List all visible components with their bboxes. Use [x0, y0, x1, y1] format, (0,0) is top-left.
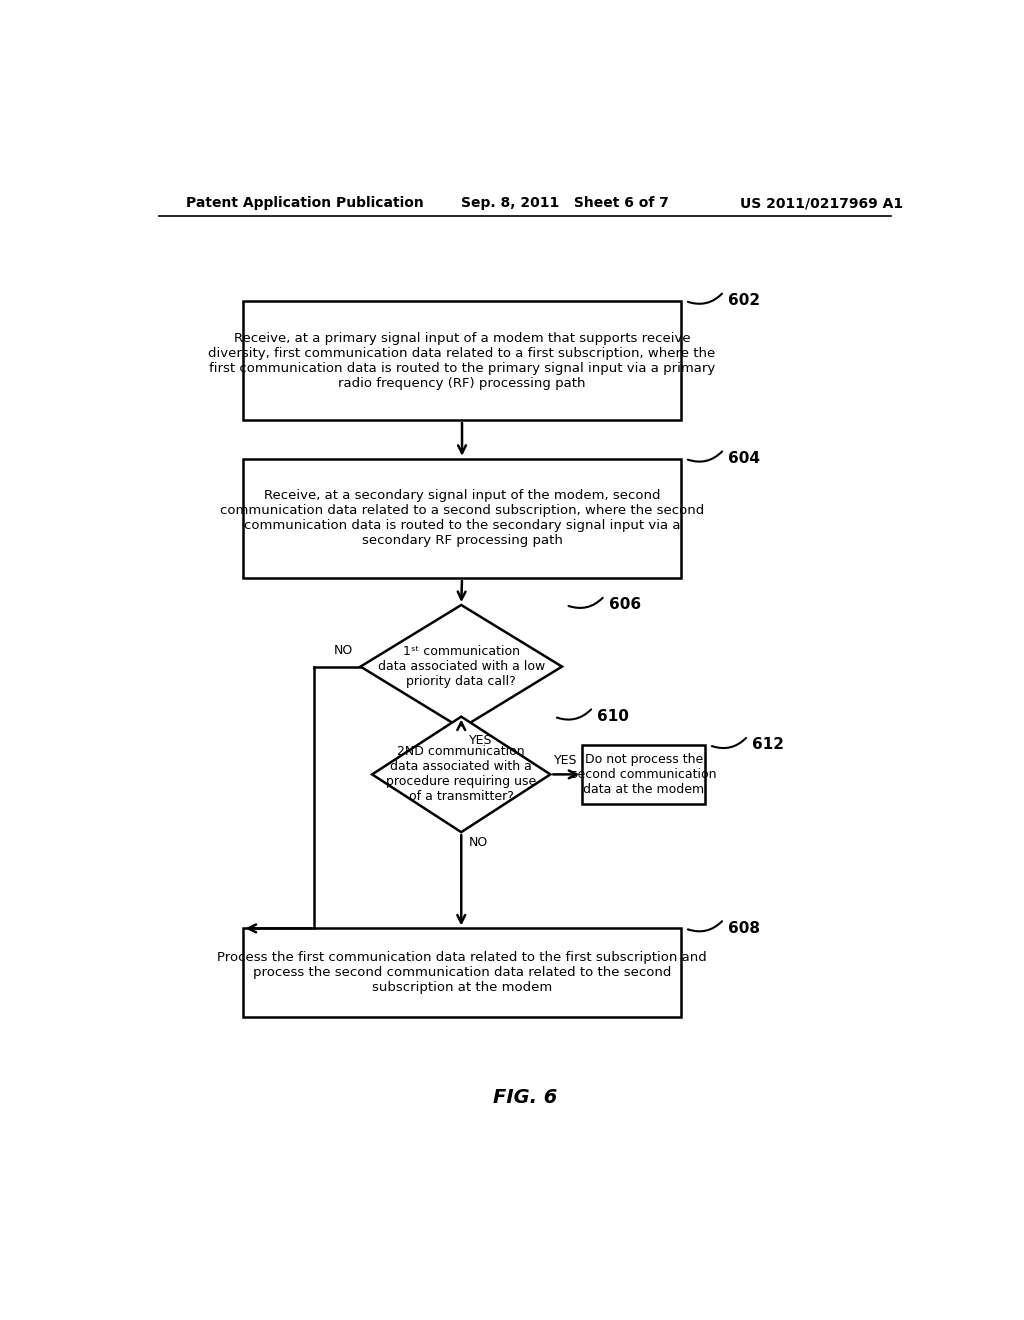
Text: NO: NO [334, 644, 352, 657]
Text: Sep. 8, 2011   Sheet 6 of 7: Sep. 8, 2011 Sheet 6 of 7 [461, 197, 669, 210]
Text: 604: 604 [728, 451, 760, 466]
Text: 1ˢᵗ communication
data associated with a low
priority data call?: 1ˢᵗ communication data associated with a… [378, 645, 545, 688]
Text: Receive, at a primary signal input of a modem that supports receive
diversity, f: Receive, at a primary signal input of a … [209, 331, 716, 389]
Text: YES: YES [469, 734, 493, 747]
Text: US 2011/0217969 A1: US 2011/0217969 A1 [740, 197, 903, 210]
Bar [583, 744, 706, 804]
Bar [243, 301, 681, 420]
Bar [243, 928, 681, 1016]
Polygon shape [360, 605, 562, 729]
Text: Receive, at a secondary signal input of the modem, second
communication data rel: Receive, at a secondary signal input of … [220, 490, 705, 548]
Text: 602: 602 [728, 293, 760, 308]
Text: 610: 610 [597, 709, 629, 723]
Text: FIG. 6: FIG. 6 [493, 1088, 557, 1107]
Text: Patent Application Publication: Patent Application Publication [186, 197, 424, 210]
Text: 612: 612 [752, 738, 784, 752]
Text: Do not process the
second communication
data at the modem: Do not process the second communication … [571, 752, 717, 796]
Text: Process the first communication data related to the first subscription and
proce: Process the first communication data rel… [217, 952, 707, 994]
Text: 2ND communication
data associated with a
procedure requiring use
of a transmitte: 2ND communication data associated with a… [386, 746, 537, 804]
Text: NO: NO [469, 836, 488, 849]
Text: YES: YES [554, 754, 578, 767]
Text: 608: 608 [728, 921, 760, 936]
Text: 606: 606 [608, 598, 641, 612]
Polygon shape [372, 717, 550, 832]
Bar [243, 459, 681, 578]
